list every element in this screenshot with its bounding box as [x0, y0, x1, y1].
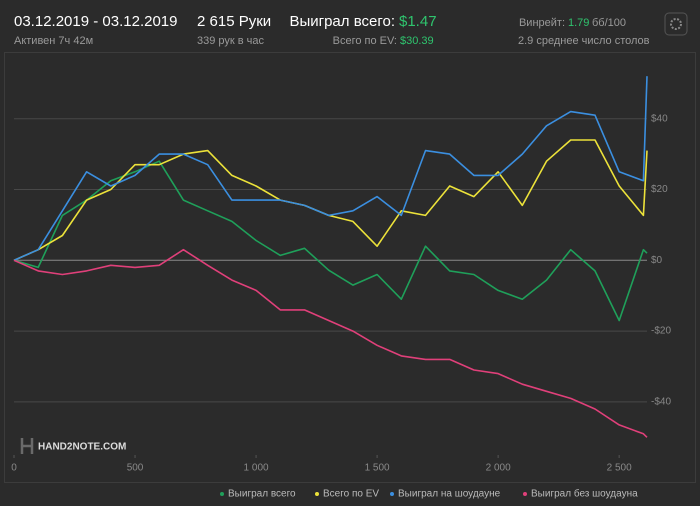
avg-tables: 2.9 среднее число столов — [518, 35, 650, 47]
series-line — [13, 76, 648, 262]
logo-text: HAND2NOTE.COM — [38, 442, 126, 453]
settings-icon — [670, 18, 682, 30]
x-tick-label: 0 — [11, 463, 17, 474]
active-time: Активен 7ч 42м — [14, 35, 93, 47]
winrate-unit: бб/100 — [592, 17, 626, 29]
x-tick-label: 2 500 — [607, 463, 632, 474]
logo-icon — [20, 438, 34, 454]
y-tick-label: $40 — [651, 113, 668, 124]
x-tick-label: 1 500 — [365, 463, 390, 474]
date-range: 03.12.2019 - 03.12.2019 — [14, 13, 177, 30]
ev-label: Всего по EV: — [333, 35, 397, 47]
legend-marker — [390, 492, 394, 496]
legend-label: Выиграл без шоудауна — [531, 488, 638, 500]
y-tick-label: -$40 — [651, 397, 671, 408]
won-label: Выиграл всего: — [289, 13, 395, 30]
y-tick-label: -$20 — [651, 326, 671, 337]
y-tick-label: $20 — [651, 184, 668, 195]
winrate-value: 1.79 — [568, 17, 589, 29]
winrate-label: Винрейт: — [519, 17, 565, 29]
legend-marker — [523, 492, 527, 496]
legend-label: Выиграл всего — [228, 489, 296, 500]
legend-label: Всего по EV — [323, 489, 379, 500]
settings-button[interactable] — [664, 12, 688, 36]
series-line — [13, 248, 648, 438]
x-tick-label: 1 000 — [244, 463, 269, 474]
x-tick-label: 500 — [127, 463, 144, 474]
legend-label: Выиграл на шоудауне — [398, 489, 501, 500]
x-tick-label: 2 000 — [486, 463, 511, 474]
series-line — [13, 139, 648, 262]
logo: HAND2NOTE.COM — [20, 438, 126, 454]
hands: 2 615 Руки — [197, 13, 271, 30]
won-value: $1.47 — [399, 13, 437, 30]
y-tick-label: $0 — [651, 255, 663, 266]
ev-value: $30.39 — [400, 35, 434, 47]
legend-marker — [220, 492, 224, 496]
chart-frame — [4, 52, 696, 483]
hands-per-hour: 339 рук в час — [197, 35, 265, 47]
legend-marker — [315, 492, 319, 496]
